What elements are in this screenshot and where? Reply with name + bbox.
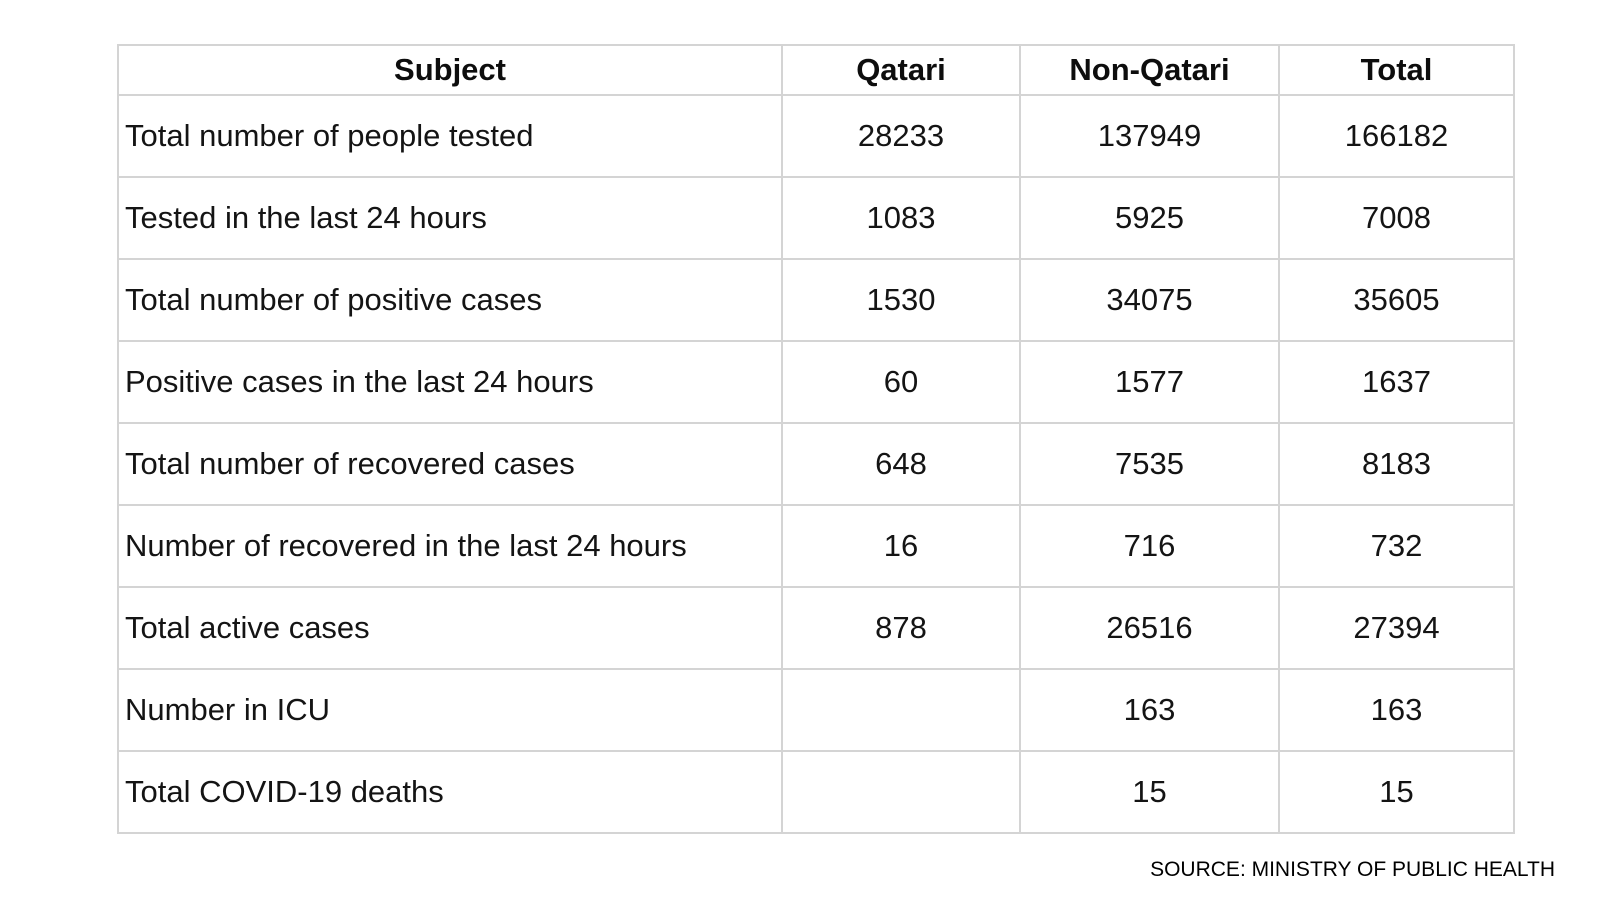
qatari-cell xyxy=(781,668,1021,752)
total-cell: 1637 xyxy=(1278,340,1515,424)
header-qatari: Qatari xyxy=(781,44,1021,96)
subject-cell: Positive cases in the last 24 hours xyxy=(117,340,783,424)
header-non-qatari: Non-Qatari xyxy=(1019,44,1280,96)
source-caption: SOURCE: MINISTRY OF PUBLIC HEALTH xyxy=(1150,858,1555,881)
non-qatari-cell: 137949 xyxy=(1019,94,1280,178)
qatari-cell: 28233 xyxy=(781,94,1021,178)
qatari-cell: 878 xyxy=(781,586,1021,670)
table-row: Total number of people tested 28233 1379… xyxy=(117,94,1515,178)
non-qatari-cell: 5925 xyxy=(1019,176,1280,260)
subject-cell: Tested in the last 24 hours xyxy=(117,176,783,260)
subject-cell: Number of recovered in the last 24 hours xyxy=(117,504,783,588)
table-row: Total active cases 878 26516 27394 xyxy=(117,586,1515,670)
statistics-table-container: Subject Qatari Non-Qatari Total Total nu… xyxy=(117,44,1515,834)
table-row: Number in ICU 163 163 xyxy=(117,668,1515,752)
header-subject: Subject xyxy=(117,44,783,96)
qatari-cell: 1083 xyxy=(781,176,1021,260)
non-qatari-cell: 716 xyxy=(1019,504,1280,588)
table-row: Number of recovered in the last 24 hours… xyxy=(117,504,1515,588)
subject-cell: Total number of recovered cases xyxy=(117,422,783,506)
total-cell: 732 xyxy=(1278,504,1515,588)
non-qatari-cell: 26516 xyxy=(1019,586,1280,670)
total-cell: 27394 xyxy=(1278,586,1515,670)
table-row: Total number of recovered cases 648 7535… xyxy=(117,422,1515,506)
subject-cell: Total active cases xyxy=(117,586,783,670)
non-qatari-cell: 7535 xyxy=(1019,422,1280,506)
table-row: Tested in the last 24 hours 1083 5925 70… xyxy=(117,176,1515,260)
covid-statistics-table: Subject Qatari Non-Qatari Total Total nu… xyxy=(117,44,1515,834)
qatari-cell: 60 xyxy=(781,340,1021,424)
qatari-cell xyxy=(781,750,1021,834)
non-qatari-cell: 34075 xyxy=(1019,258,1280,342)
subject-cell: Total COVID-19 deaths xyxy=(117,750,783,834)
total-cell: 35605 xyxy=(1278,258,1515,342)
table-row: Total COVID-19 deaths 15 15 xyxy=(117,750,1515,834)
header-total: Total xyxy=(1278,44,1515,96)
total-cell: 7008 xyxy=(1278,176,1515,260)
subject-cell: Total number of people tested xyxy=(117,94,783,178)
table-row: Positive cases in the last 24 hours 60 1… xyxy=(117,340,1515,424)
subject-cell: Number in ICU xyxy=(117,668,783,752)
non-qatari-cell: 1577 xyxy=(1019,340,1280,424)
total-cell: 8183 xyxy=(1278,422,1515,506)
total-cell: 166182 xyxy=(1278,94,1515,178)
table-header-row: Subject Qatari Non-Qatari Total xyxy=(117,44,1515,96)
non-qatari-cell: 15 xyxy=(1019,750,1280,834)
subject-cell: Total number of positive cases xyxy=(117,258,783,342)
qatari-cell: 648 xyxy=(781,422,1021,506)
qatari-cell: 16 xyxy=(781,504,1021,588)
total-cell: 163 xyxy=(1278,668,1515,752)
total-cell: 15 xyxy=(1278,750,1515,834)
non-qatari-cell: 163 xyxy=(1019,668,1280,752)
qatari-cell: 1530 xyxy=(781,258,1021,342)
table-row: Total number of positive cases 1530 3407… xyxy=(117,258,1515,342)
